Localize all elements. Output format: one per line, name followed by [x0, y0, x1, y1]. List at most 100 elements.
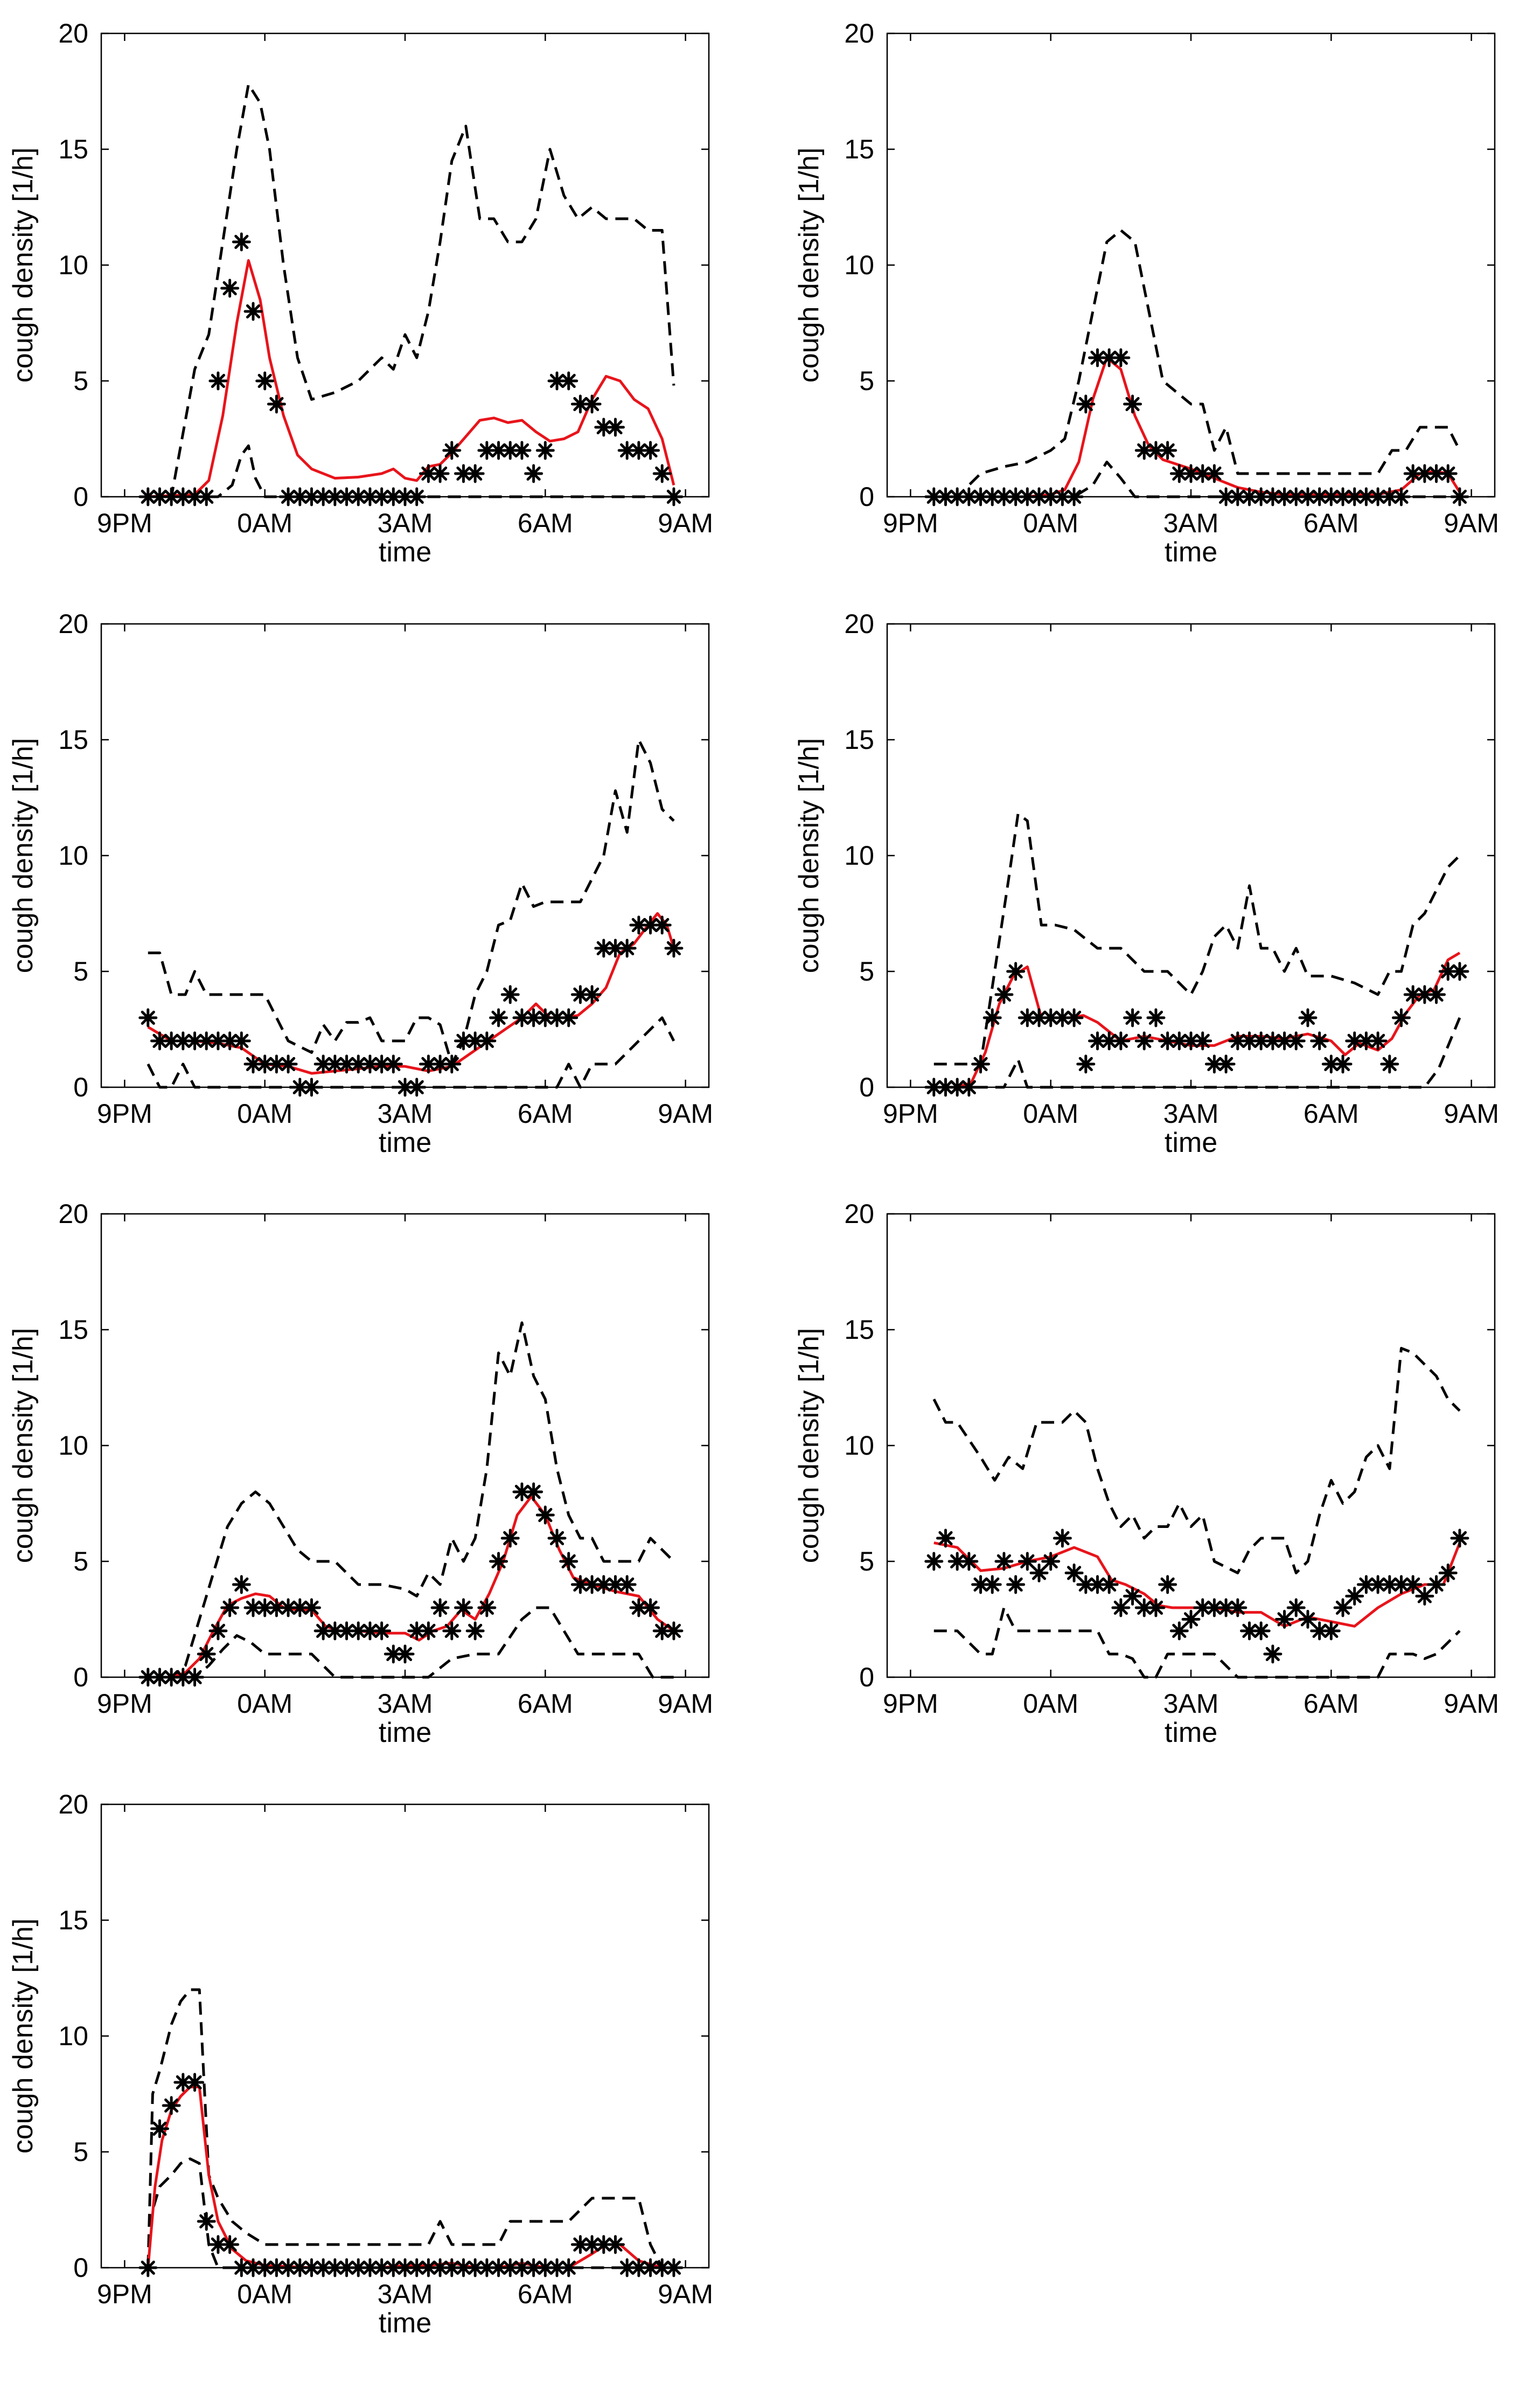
data-point-star — [1427, 985, 1446, 1004]
data-point-star — [407, 2258, 427, 2277]
data-point-star — [419, 1621, 438, 1641]
data-point-star — [570, 1575, 590, 1594]
data-point-star — [372, 1054, 392, 1074]
data-point-star — [535, 441, 555, 460]
data-point-star — [1298, 1008, 1318, 1027]
x-tick-label: 9AM — [658, 1689, 713, 1719]
data-point-star — [959, 1078, 979, 1097]
y-tick-label: 10 — [58, 2021, 88, 2051]
x-tick-label: 9AM — [658, 2279, 713, 2309]
data-point-star — [232, 1575, 251, 1594]
y-tick-label: 0 — [73, 1072, 88, 1102]
data-point-star — [664, 1621, 684, 1641]
data-point-star — [349, 1054, 368, 1074]
y-tick-label: 20 — [844, 609, 874, 639]
x-tick-label: 9PM — [97, 2279, 152, 2309]
x-tick-label: 9PM — [883, 1099, 938, 1129]
data-point-star — [442, 441, 462, 460]
data-point-star — [1380, 1054, 1399, 1074]
chart-panel-6: 0 5 10 15 20 9PM 0AM 3AM 6AM 9AM time cough density… — [793, 1199, 1499, 1748]
x-tick-label: 9PM — [97, 1099, 152, 1129]
data-point-star — [185, 2073, 205, 2092]
data-point-star — [1064, 1564, 1084, 1582]
data-point-star — [220, 279, 240, 298]
x-tick-label: 9PM — [883, 508, 938, 538]
data-point-star — [1380, 487, 1399, 506]
chart-panel-4: 0 5 10 15 20 9PM 0AM 3AM 6AM 9AM time cough density… — [793, 609, 1499, 1158]
data-point-star — [1216, 1054, 1236, 1074]
data-point-star — [430, 2258, 450, 2277]
data-point-star — [349, 2258, 368, 2277]
y-tick-label: 15 — [844, 1315, 874, 1345]
y-tick-label: 20 — [58, 1199, 88, 1229]
y-tick-label: 10 — [844, 1430, 874, 1461]
x-tick-label: 6AM — [1304, 1689, 1359, 1719]
data-point-star — [664, 939, 684, 958]
data-point-star — [255, 371, 275, 391]
data-point-star — [641, 441, 660, 460]
data-point-star — [947, 1078, 967, 1097]
data-point-star — [535, 1505, 555, 1525]
x-axis-label: time — [1165, 1717, 1217, 1748]
data-point-star — [1158, 441, 1177, 460]
data-point-star — [1415, 985, 1434, 1004]
data-point-star — [1018, 487, 1037, 506]
data-point-star — [162, 2096, 181, 2115]
smoothed-density-line — [148, 259, 675, 498]
data-point-star — [500, 1529, 520, 1548]
x-tick-label: 0AM — [237, 508, 292, 538]
data-point-star — [1345, 1587, 1364, 1606]
data-point-star — [1181, 464, 1201, 483]
x-tick-label: 6AM — [518, 508, 573, 538]
data-point-star — [971, 1575, 991, 1594]
data-point-star — [255, 2258, 275, 2277]
data-point-star — [1239, 487, 1259, 506]
y-tick-label: 0 — [859, 1662, 874, 1692]
data-point-star — [1111, 1031, 1131, 1051]
data-point-star — [430, 1598, 450, 1617]
x-tick-label: 9PM — [97, 1689, 152, 1719]
y-tick-label: 15 — [58, 725, 88, 755]
data-point-star — [1228, 1598, 1248, 1617]
lower-bound-line — [148, 1606, 674, 1679]
lower-bound-line — [147, 1016, 675, 1089]
data-point-star — [582, 394, 602, 414]
x-axis-label: time — [1165, 537, 1217, 568]
data-point-star — [641, 1598, 660, 1617]
data-point-star — [208, 371, 228, 391]
data-point-star — [559, 1552, 579, 1571]
upper-bound-line — [932, 1346, 1461, 1574]
data-point-star — [290, 1078, 310, 1097]
data-point-star — [1450, 1529, 1469, 1548]
data-point-star — [1029, 1564, 1049, 1582]
x-tick-label: 6AM — [518, 1689, 573, 1719]
data-point-star — [465, 1031, 485, 1051]
data-point-star — [1169, 1621, 1189, 1641]
data-point-star — [1158, 1575, 1177, 1594]
data-point-star — [594, 2235, 614, 2254]
x-tick-label: 3AM — [378, 1689, 433, 1719]
data-point-star — [407, 1621, 427, 1641]
y-tick-label: 5 — [73, 956, 88, 986]
data-point-star — [500, 2258, 520, 2277]
x-tick-label: 9AM — [1444, 1689, 1499, 1719]
data-point-star — [372, 1621, 392, 1641]
data-point-star — [1321, 1621, 1341, 1641]
data-point-star — [1053, 1529, 1072, 1548]
data-point-star — [664, 487, 684, 506]
data-point-star — [384, 1054, 403, 1074]
y-tick-label: 20 — [58, 609, 88, 639]
x-tick-label: 0AM — [237, 1099, 292, 1129]
data-point-star — [150, 2119, 169, 2138]
data-point-star — [197, 1644, 216, 1664]
y-tick-label: 20 — [58, 18, 88, 48]
y-tick-label: 5 — [73, 366, 88, 396]
y-tick-label: 20 — [844, 18, 874, 48]
data-point-star — [1391, 487, 1411, 506]
x-tick-label: 3AM — [378, 1099, 433, 1129]
data-point-star — [1450, 487, 1469, 506]
data-point-star — [1204, 464, 1224, 483]
plot-frame — [100, 623, 710, 1088]
x-tick-label: 3AM — [1163, 1689, 1219, 1719]
data-point-star — [982, 1575, 1002, 1594]
